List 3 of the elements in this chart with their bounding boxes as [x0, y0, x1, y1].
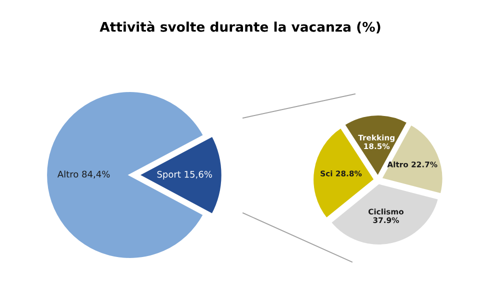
- slice-label: Sport 15,6%: [157, 170, 212, 180]
- chart-title: Attività svolte durante la vacanza (%): [100, 21, 380, 34]
- slice-label: Altro 84,4%: [57, 170, 110, 178]
